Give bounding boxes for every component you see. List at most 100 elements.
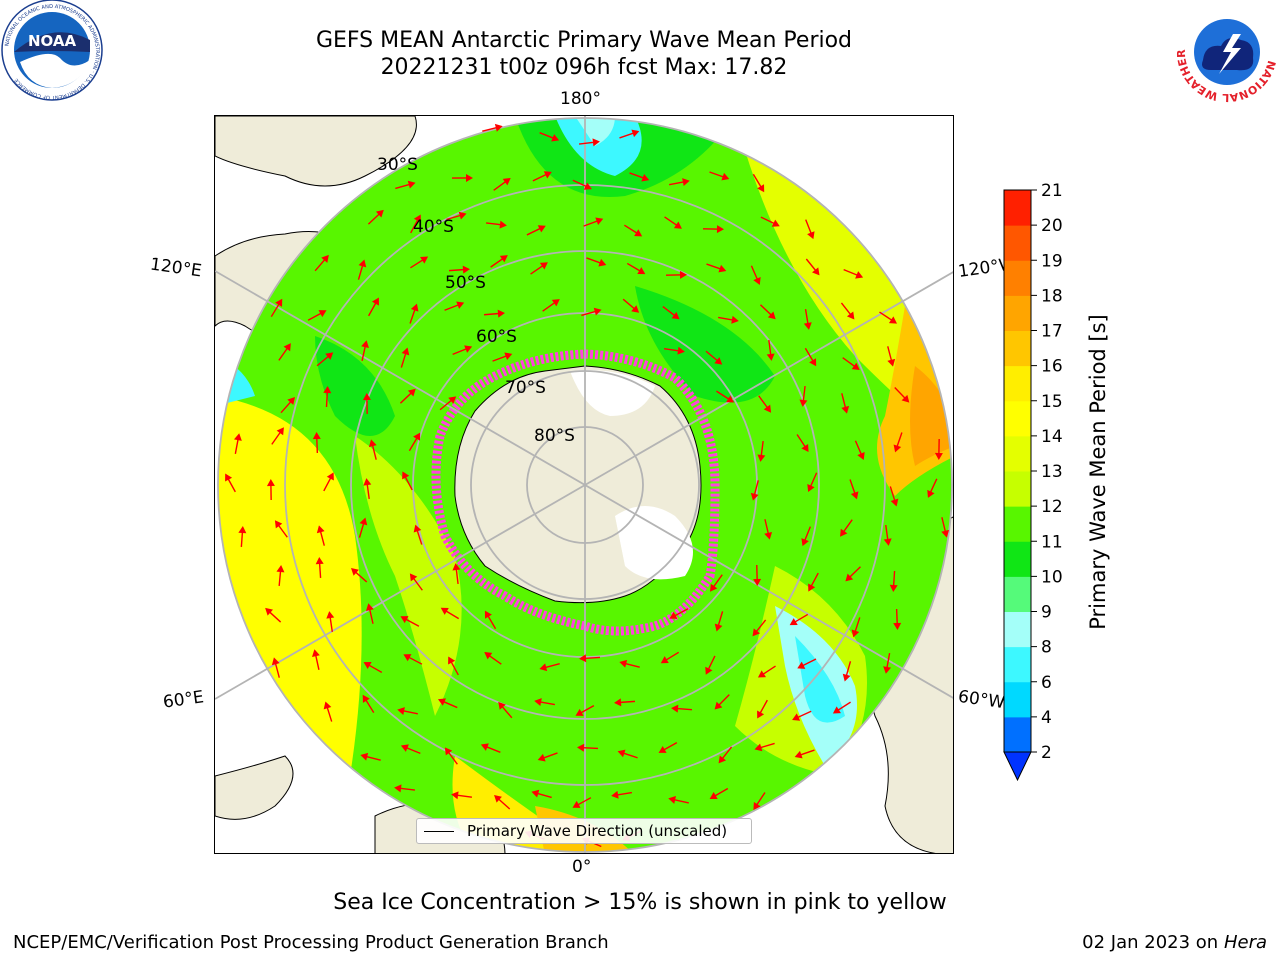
wave-vector-head bbox=[677, 346, 685, 355]
land-africa bbox=[215, 755, 294, 820]
wave-vector-head bbox=[714, 701, 723, 710]
colorbar-tick-label: 20 bbox=[1041, 216, 1063, 236]
wave-vector-head bbox=[274, 520, 283, 529]
wave-vector-head bbox=[658, 745, 667, 753]
wave-vector-head bbox=[420, 256, 429, 264]
wave-vector-head bbox=[494, 123, 503, 132]
wave-vector-head bbox=[368, 439, 377, 448]
colorbar-segment bbox=[1004, 400, 1031, 437]
wave-vector-head bbox=[498, 701, 506, 710]
wave-vector-head bbox=[534, 698, 542, 707]
wave-vector-head bbox=[673, 221, 682, 229]
wave-vector-head bbox=[276, 565, 285, 573]
wave-vector-head bbox=[497, 309, 505, 318]
wave-vector-head bbox=[941, 529, 950, 538]
wave-vector-head bbox=[238, 526, 247, 534]
colorbar-tick-label: 6 bbox=[1041, 673, 1052, 693]
wave-vector-head bbox=[360, 752, 369, 761]
sea-ice-note: Sea Ice Concentration > 15% is shown in … bbox=[333, 890, 947, 915]
lon-label-60e: 60°E bbox=[161, 687, 206, 713]
wave-vector-head bbox=[499, 220, 507, 229]
wave-vector-head bbox=[893, 444, 902, 453]
wave-vector-head bbox=[266, 479, 275, 487]
wave-vector-head bbox=[850, 491, 859, 500]
wave-vector-head bbox=[504, 352, 513, 361]
wave-vector-head bbox=[801, 538, 809, 547]
wave-vector-head bbox=[494, 795, 502, 803]
wave-vector-head bbox=[315, 557, 324, 565]
wave-vector-head bbox=[480, 743, 489, 751]
colorbar-tick-label: 4 bbox=[1041, 708, 1052, 728]
colorbar-tick-label: 9 bbox=[1041, 603, 1052, 623]
wave-vector-head bbox=[312, 432, 321, 440]
wave-vector-head bbox=[801, 444, 809, 453]
wave-vector-head bbox=[641, 173, 650, 182]
polar-map-canvas: 30°S 40°S 50°S 60°S 70°S 80°S bbox=[215, 116, 953, 853]
wave-vector-head bbox=[757, 670, 766, 678]
wave-vector-head bbox=[809, 358, 817, 367]
lat-label-60s: 60°S bbox=[476, 327, 517, 347]
wave-vector-head bbox=[887, 358, 896, 367]
wave-vector-head bbox=[413, 214, 421, 223]
polar-map: 30°S 40°S 50°S 60°S 70°S 80°S bbox=[214, 115, 954, 854]
wave-vector-head bbox=[572, 800, 581, 808]
map-legend: Primary Wave Direction (unscaled) bbox=[416, 818, 752, 844]
wave-vector-head bbox=[551, 299, 560, 307]
weddell-ice bbox=[615, 506, 693, 580]
wave-vector-head bbox=[753, 578, 762, 586]
wave-vector-head bbox=[287, 397, 295, 405]
wave-vector-head bbox=[394, 784, 402, 793]
wave-vector-head bbox=[275, 298, 283, 307]
wave-vector-head bbox=[807, 231, 815, 240]
wave-vector-head bbox=[365, 603, 374, 612]
colorbar-tick-label: 19 bbox=[1041, 251, 1063, 271]
colorbar-tick-label: 10 bbox=[1041, 567, 1063, 587]
colorbar-tick-label: 12 bbox=[1041, 497, 1063, 517]
wave-vector-head bbox=[323, 386, 332, 394]
noaa-logo: NOAA NATIONAL OCEANIC AND ATMOSPHERIC AD… bbox=[0, 0, 104, 104]
wave-vector-head bbox=[808, 583, 816, 592]
wave-vector-head bbox=[312, 649, 320, 657]
lat-label-30s: 30°S bbox=[377, 155, 418, 175]
wave-vector-head bbox=[671, 311, 680, 320]
wave-vector-head bbox=[705, 666, 713, 675]
wave-vector-head bbox=[410, 303, 419, 312]
wave-vector-head bbox=[400, 744, 409, 752]
wave-vector-head bbox=[361, 340, 369, 348]
sea-ice-edge bbox=[431, 349, 720, 636]
colorbar-segment bbox=[1004, 716, 1031, 753]
wave-vector-head bbox=[413, 524, 422, 533]
wave-vector-head bbox=[812, 267, 820, 276]
wave-vector-head bbox=[403, 654, 412, 662]
wave-vector-head bbox=[362, 393, 371, 401]
colorbar-tick-label: 16 bbox=[1041, 357, 1063, 377]
wave-vector-head bbox=[855, 271, 864, 279]
footer-host: Hera bbox=[1223, 932, 1267, 953]
wave-vector-head bbox=[750, 492, 759, 501]
wave-vector-head bbox=[462, 265, 470, 274]
wave-vector-head bbox=[771, 219, 780, 227]
wave-vector-head bbox=[893, 622, 902, 630]
wave-vector-head bbox=[484, 610, 492, 619]
wave-vector-head bbox=[789, 618, 798, 626]
wave-vector-head bbox=[271, 657, 280, 666]
wave-vector-head bbox=[276, 427, 284, 436]
colorbar-tick-label: 13 bbox=[1041, 462, 1063, 482]
wave-vector-head bbox=[851, 362, 860, 371]
lon-label-180: 180° bbox=[560, 89, 601, 109]
wave-vector-head bbox=[716, 225, 724, 234]
wave-vector-head bbox=[397, 707, 405, 715]
wave-vector-head bbox=[484, 652, 493, 660]
wave-vector-head bbox=[537, 753, 546, 762]
wave-vector-head bbox=[407, 388, 416, 397]
wave-vector-head bbox=[668, 796, 676, 804]
wave-vector-head bbox=[363, 662, 372, 670]
graticule bbox=[215, 116, 953, 853]
wave-vector-head bbox=[448, 656, 456, 665]
wave-vector-head bbox=[575, 708, 584, 716]
colorbar-ticks: 2 4 6 8 9 10 11 12 13 14 15 16 17 18 19 20 21 bbox=[1031, 181, 1063, 763]
lat-label-80s: 80°S bbox=[534, 426, 575, 446]
wave-vector-head bbox=[617, 749, 626, 758]
wave-vector-head bbox=[579, 654, 587, 663]
colorbar-segment bbox=[1004, 471, 1031, 507]
